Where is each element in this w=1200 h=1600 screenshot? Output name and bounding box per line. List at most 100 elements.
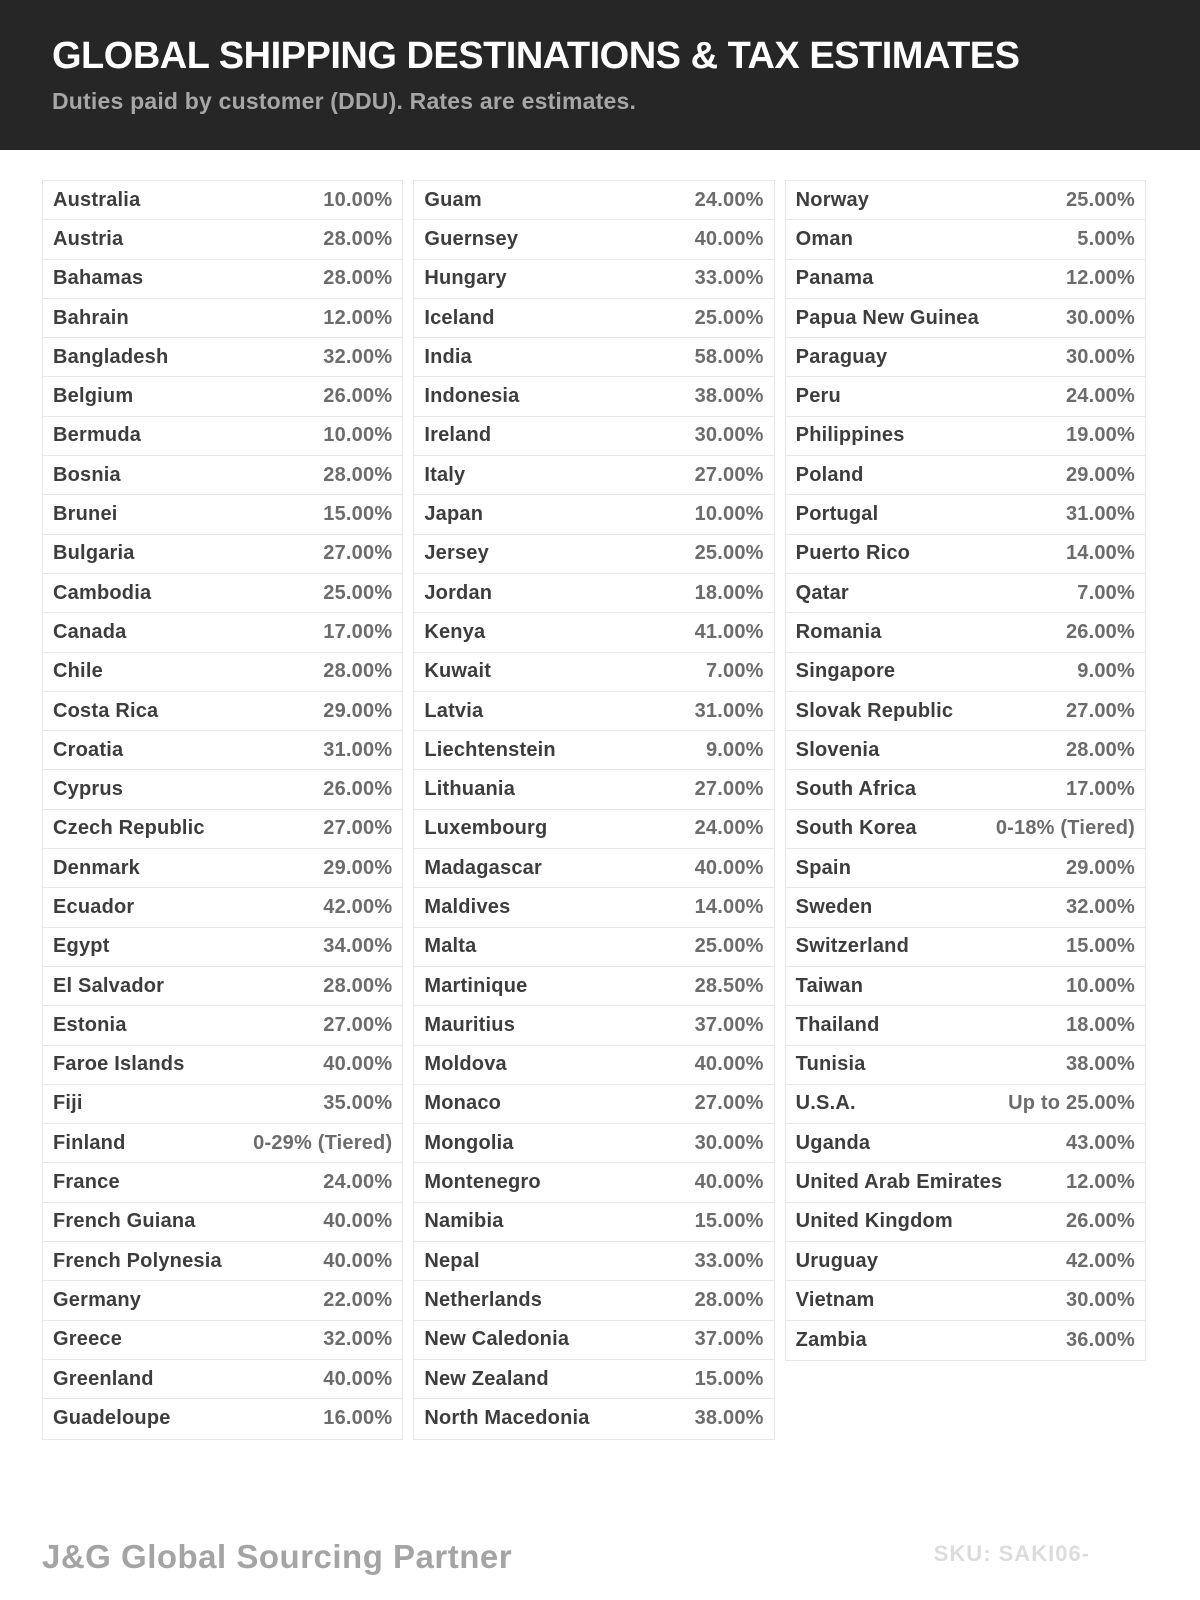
rate-row: Ireland 30.00%: [414, 417, 774, 457]
country-name: South Korea: [795, 817, 917, 840]
tax-rate: 38.00%: [694, 1407, 764, 1430]
rate-row: Norway 25.00%: [785, 181, 1145, 221]
country-name: Slovak Republic: [795, 699, 954, 722]
rate-row: Ecuador 42.00%: [43, 888, 403, 928]
country-name: Kenya: [424, 620, 486, 643]
country-name: Malta: [424, 935, 477, 958]
country-name: Paraguay: [795, 345, 888, 368]
tax-rate: 38.00%: [694, 385, 764, 408]
country-name: Bosnia: [53, 463, 121, 486]
rate-row: French Polynesia 40.00%: [43, 1242, 403, 1282]
country-name: Poland: [795, 463, 864, 486]
rate-row: Bulgaria 27.00%: [43, 535, 403, 574]
rate-row: Canada 17.00%: [43, 613, 403, 653]
country-name: Montenegro: [424, 1171, 541, 1194]
tax-rate: 18.00%: [694, 581, 764, 604]
country-name: Bahrain: [53, 306, 129, 329]
country-name: Liechtenstein: [424, 738, 556, 761]
rate-row: Greenland 40.00%: [43, 1360, 403, 1400]
country-name: Canada: [53, 620, 127, 643]
rates-column-3: Norway 25.00% Oman 5.00% Panama 12.00% Papua N…: [784, 180, 1146, 1361]
country-name: New Zealand: [424, 1367, 549, 1390]
rate-row: Kuwait 7.00%: [414, 653, 774, 692]
country-name: Bulgaria: [53, 542, 135, 565]
tax-rate: 17.00%: [1065, 778, 1135, 801]
tax-rate: 26.00%: [1065, 620, 1135, 643]
rate-row: Bosnia 28.00%: [43, 456, 403, 496]
country-name: Egypt: [53, 935, 110, 958]
country-name: Cambodia: [53, 581, 152, 604]
brand-name: J&G Global Sourcing Partner: [42, 1538, 513, 1575]
tax-rate: 40.00%: [323, 1249, 393, 1272]
country-name: Taiwan: [795, 974, 864, 997]
tax-rate: 27.00%: [694, 1092, 764, 1115]
tax-rate: 28.00%: [1065, 738, 1135, 761]
tax-rate: 0-18% (Tiered): [995, 817, 1135, 840]
rate-row: Cyprus 26.00%: [43, 770, 403, 810]
rate-row: South Africa 17.00%: [785, 770, 1145, 810]
tax-rate: 32.00%: [323, 1328, 393, 1351]
tax-rate: 42.00%: [1065, 1249, 1135, 1272]
rate-row: Guernsey 40.00%: [414, 220, 774, 260]
rate-row: Madagascar 40.00%: [414, 849, 774, 889]
tax-rate: 24.00%: [1065, 385, 1135, 408]
rate-row: French Guiana 40.00%: [43, 1203, 403, 1243]
tax-rate: 41.00%: [694, 620, 764, 643]
country-name: Bermuda: [53, 424, 142, 447]
country-name: Luxembourg: [424, 817, 548, 840]
country-name: Portugal: [795, 503, 879, 526]
tax-rate: 31.00%: [323, 738, 393, 761]
country-name: Netherlands: [424, 1288, 543, 1311]
rate-row: Jersey 25.00%: [414, 535, 774, 574]
country-name: Papua New Guinea: [795, 306, 979, 329]
rate-row: Liechtenstein 9.00%: [414, 731, 774, 771]
country-name: Cyprus: [53, 778, 124, 801]
rate-row: France 24.00%: [43, 1163, 403, 1203]
tax-rate: 29.00%: [323, 699, 393, 722]
country-name: South Africa: [795, 778, 917, 801]
rate-row: Sweden 32.00%: [785, 888, 1145, 928]
country-name: Moldova: [424, 1053, 507, 1076]
rate-row: Moldova 40.00%: [414, 1046, 774, 1085]
tax-rate: 15.00%: [1065, 935, 1135, 958]
tax-rate: 10.00%: [694, 503, 764, 526]
country-name: Philippines: [795, 424, 905, 447]
rate-row: Mauritius 37.00%: [414, 1006, 774, 1046]
country-name: French Guiana: [53, 1210, 196, 1233]
tax-rate: 16.00%: [323, 1407, 393, 1430]
page-subtitle: Duties paid by customer (DDU). Rates are…: [52, 87, 637, 114]
rate-row: United Arab Emirates 12.00%: [785, 1163, 1145, 1203]
rate-row: Jordan 18.00%: [414, 574, 774, 614]
country-name: India: [424, 345, 472, 368]
tax-rate: 25.00%: [1065, 188, 1135, 211]
rate-row: New Caledonia 37.00%: [414, 1321, 774, 1360]
tax-rate: 40.00%: [323, 1210, 393, 1233]
tax-rate: 38.00%: [1065, 1053, 1135, 1076]
country-name: Slovenia: [795, 738, 880, 761]
country-name: Bangladesh: [53, 345, 169, 368]
country-name: Guernsey: [424, 227, 519, 250]
tax-rate: 15.00%: [694, 1210, 764, 1233]
country-name: Australia: [53, 188, 141, 211]
country-name: Romania: [795, 620, 882, 643]
tax-rate: 5.00%: [1077, 227, 1135, 250]
rate-row: Lithuania 27.00%: [414, 770, 774, 810]
tax-rate: 40.00%: [694, 1171, 764, 1194]
rate-row: El Salvador 28.00%: [43, 967, 403, 1007]
tax-rate: 9.00%: [1077, 660, 1135, 683]
tax-rate: 43.00%: [1065, 1131, 1135, 1154]
sku-label: SKU: SAKI06-: [933, 1541, 1090, 1566]
rate-row: Guadeloupe 16.00%: [43, 1399, 402, 1438]
rate-row: North Macedonia 38.00%: [414, 1399, 773, 1438]
rate-row: Slovenia 28.00%: [785, 731, 1145, 771]
country-name: Denmark: [53, 856, 140, 879]
country-name: U.S.A.: [795, 1092, 856, 1115]
rate-row: Belgium 26.00%: [43, 377, 403, 417]
rate-row: Cambodia 25.00%: [43, 574, 403, 614]
country-name: Maldives: [424, 895, 511, 918]
rate-row: Taiwan 10.00%: [785, 967, 1145, 1007]
tax-rate: 58.00%: [694, 345, 764, 368]
tax-rate: 40.00%: [694, 1053, 764, 1076]
rate-row: Montenegro 40.00%: [414, 1163, 774, 1203]
country-name: Spain: [795, 856, 852, 879]
